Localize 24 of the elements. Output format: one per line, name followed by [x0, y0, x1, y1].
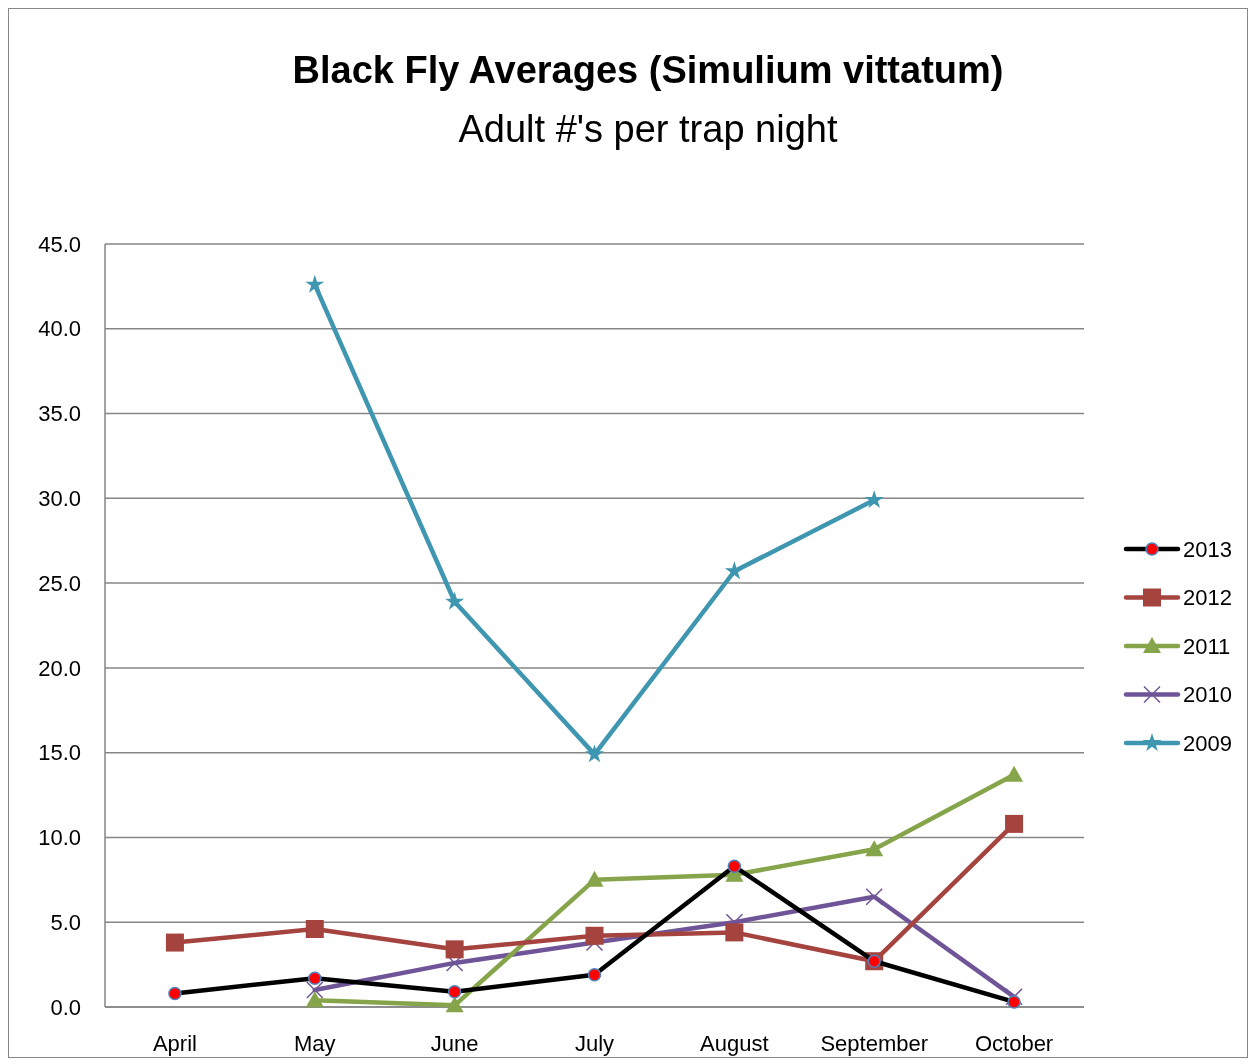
x-tick-label: September — [820, 1031, 929, 1056]
x-tick-label: April — [152, 1031, 197, 1056]
legend-label: 2012 — [1183, 585, 1232, 611]
y-tick-label: 25.0 — [38, 570, 81, 596]
y-tick-label: 20.0 — [38, 655, 81, 681]
y-tick-label: 15.0 — [38, 740, 81, 766]
x-tick-label: August — [700, 1031, 769, 1056]
legend-label: 2013 — [1183, 536, 1232, 562]
chart-title: Black Fly Averages (Simulium vittatum) — [292, 49, 1004, 91]
legend-label: 2010 — [1183, 682, 1232, 708]
x-tick-label: October — [974, 1031, 1054, 1056]
y-tick-label: 5.0 — [50, 909, 81, 935]
y-tick-label: 10.0 — [38, 825, 81, 851]
y-tick-label: 45.0 — [38, 231, 81, 257]
x-tick-label: July — [574, 1031, 615, 1056]
y-tick-label: 0.0 — [50, 994, 81, 1020]
y-tick-label: 35.0 — [38, 401, 81, 427]
x-tick-label: May — [294, 1031, 336, 1056]
legend-label: 2009 — [1183, 730, 1232, 756]
legend-label: 2011 — [1183, 633, 1231, 659]
chart-subtitle: Adult #'s per trap night — [458, 108, 838, 150]
y-tick-label: 30.0 — [38, 486, 81, 512]
x-tick-label: June — [430, 1031, 479, 1056]
y-tick-label: 40.0 — [38, 316, 81, 342]
